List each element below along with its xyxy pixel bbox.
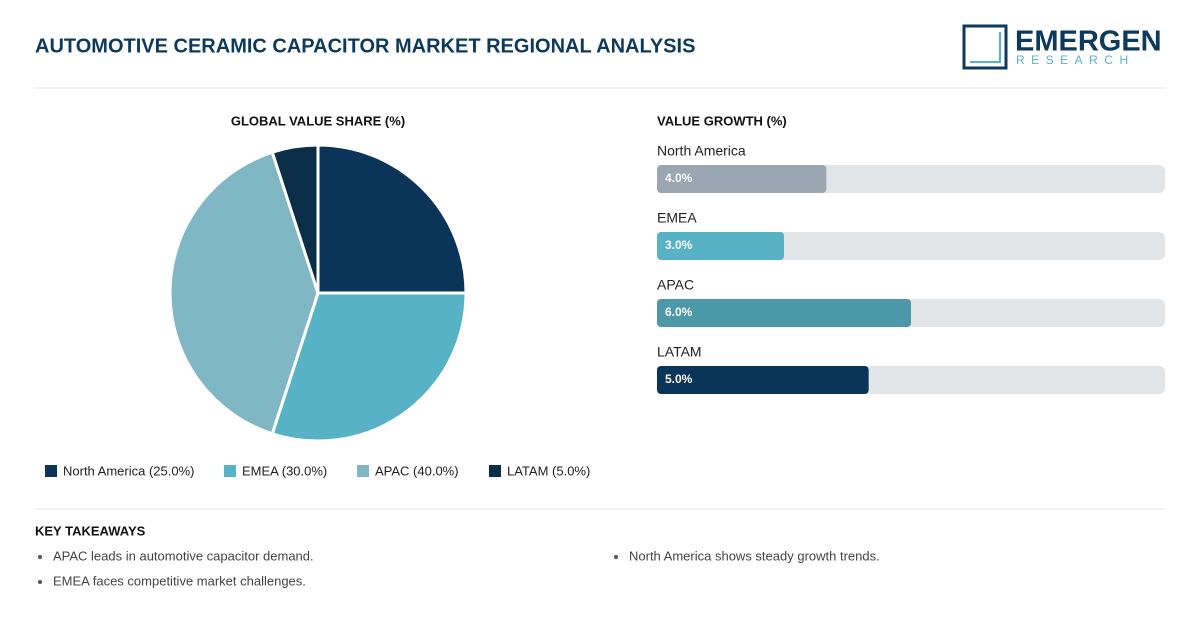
bar [657,165,827,193]
bar [657,366,869,394]
logo: EMERGEN RESEARCH [962,24,1162,70]
bullet [614,555,618,559]
bar-value-label: 3.0% [665,238,693,252]
bar-category: APAC [657,277,694,293]
takeaway-item: APAC leads in automotive capacitor deman… [53,548,314,563]
bar-value-label: 4.0% [665,171,693,185]
logo-frame [962,24,1008,70]
logo-tagline: RESEARCH [1016,53,1135,67]
legend-swatch [357,465,369,477]
bullet [38,555,42,559]
pie-title: GLOBAL VALUE SHARE (%) [231,113,405,128]
bar-category: North America [657,143,746,159]
takeaway-item: North America shows steady growth trends… [629,548,880,563]
legend-swatch [45,465,57,477]
pie-slice [270,143,320,294]
takeaway-item: EMEA faces competitive market challenges… [53,573,306,588]
legend-swatch [489,465,501,477]
pie-slice [316,143,468,295]
logo-accent [970,32,1001,63]
bar-category: LATAM [657,344,702,360]
pie-slice [270,291,468,443]
bar-category: EMEA [657,210,697,226]
bar [657,299,911,327]
logo-name: EMERGEN [1015,26,1162,58]
bar-value-label: 5.0% [665,372,693,386]
legend-label: EMEA (30.0%) [242,463,327,478]
bar-title: VALUE GROWTH (%) [657,113,787,128]
page-title: AUTOMOTIVE CERAMIC CAPACITOR MARKET REGI… [35,35,695,57]
pie-slice [168,150,320,436]
takeaways-title: KEY TAKEAWAYS [35,523,146,538]
bar-value-label: 6.0% [665,305,693,319]
legend-label: North America (25.0%) [63,463,195,478]
legend-label: LATAM (5.0%) [507,463,590,478]
legend-swatch [224,465,236,477]
bullet [38,580,42,584]
bar [657,232,784,260]
legend-label: APAC (40.0%) [375,463,459,478]
